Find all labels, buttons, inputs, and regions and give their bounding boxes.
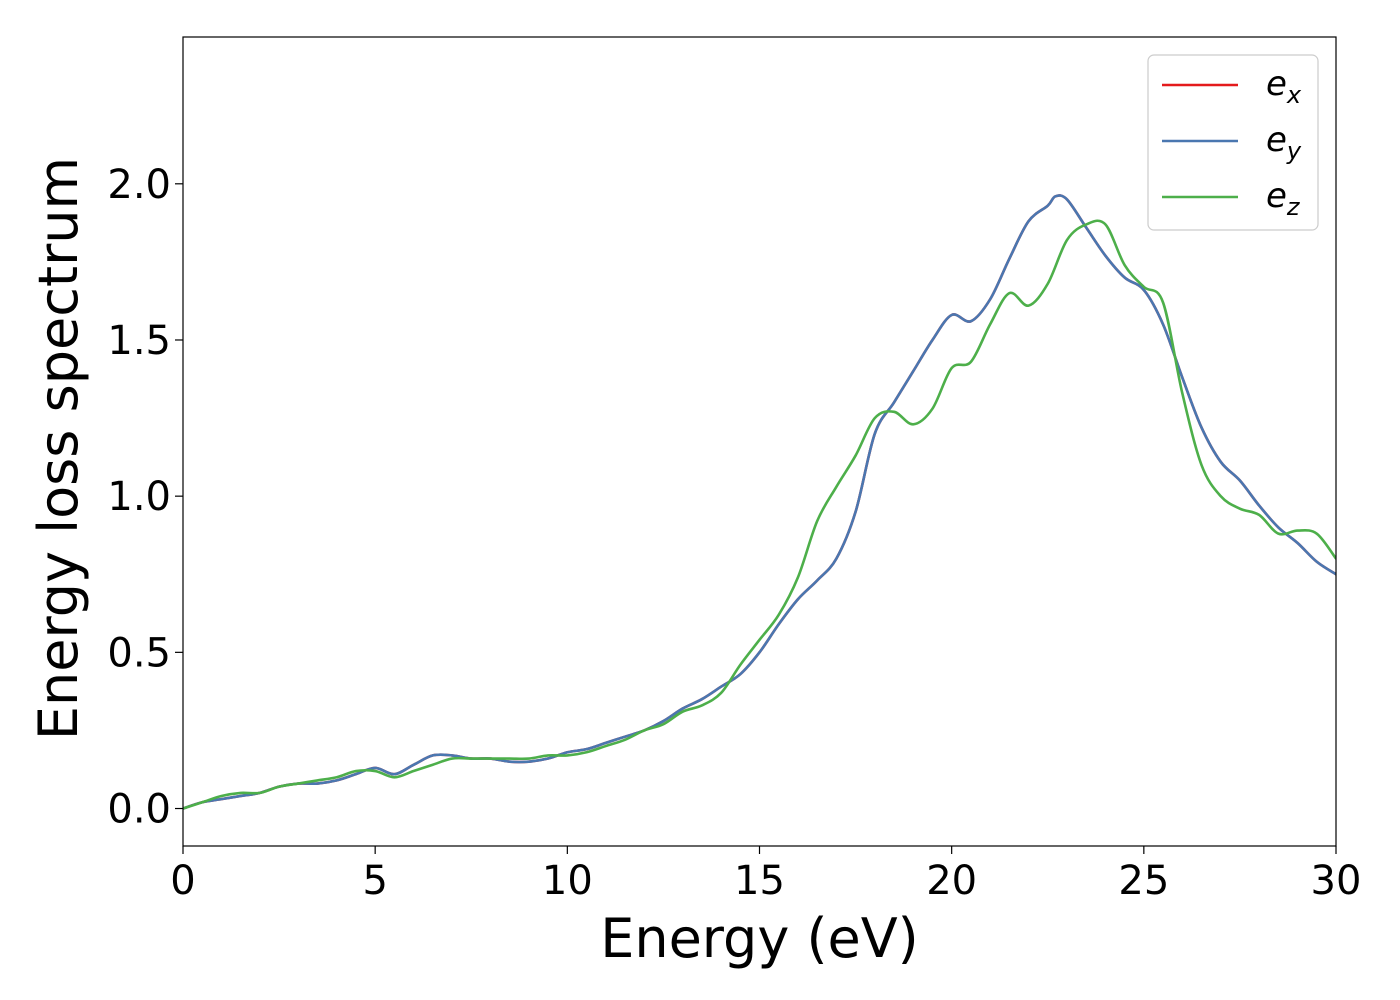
legend-box xyxy=(1147,54,1319,231)
x-tick-label: 20 xyxy=(926,858,977,904)
x-axis-ticks: 0 5 10 15 20 25 30 xyxy=(170,846,1361,904)
y-tick-label: 1.5 xyxy=(107,318,171,364)
x-tick-label: 0 xyxy=(170,858,195,904)
x-tick-label: 30 xyxy=(1311,858,1362,904)
y-tick-label: 2.0 xyxy=(107,162,171,208)
x-tick-label: 5 xyxy=(362,858,387,904)
series-layer xyxy=(183,194,1336,810)
x-axis-label: Energy (eV) xyxy=(600,907,919,970)
series-line-3 xyxy=(183,219,1336,810)
y-axis-label: Energy loss spectrum xyxy=(27,157,90,740)
y-tick-label: 0.0 xyxy=(107,787,171,833)
y-axis-ticks: 0.0 0.5 1.0 1.5 2.0 xyxy=(107,162,183,833)
legend-label: ez xyxy=(1266,176,1301,221)
legend-label: ey xyxy=(1266,120,1302,165)
legend: ex ey ez xyxy=(1147,54,1319,231)
x-tick-label: 25 xyxy=(1118,858,1169,904)
y-tick-label: 0.5 xyxy=(107,630,171,676)
legend-label: ex xyxy=(1266,64,1302,109)
x-tick-label: 15 xyxy=(734,858,785,904)
series-line-2 xyxy=(183,194,1336,810)
y-tick-label: 1.0 xyxy=(107,474,171,520)
x-tick-label: 10 xyxy=(542,858,593,904)
